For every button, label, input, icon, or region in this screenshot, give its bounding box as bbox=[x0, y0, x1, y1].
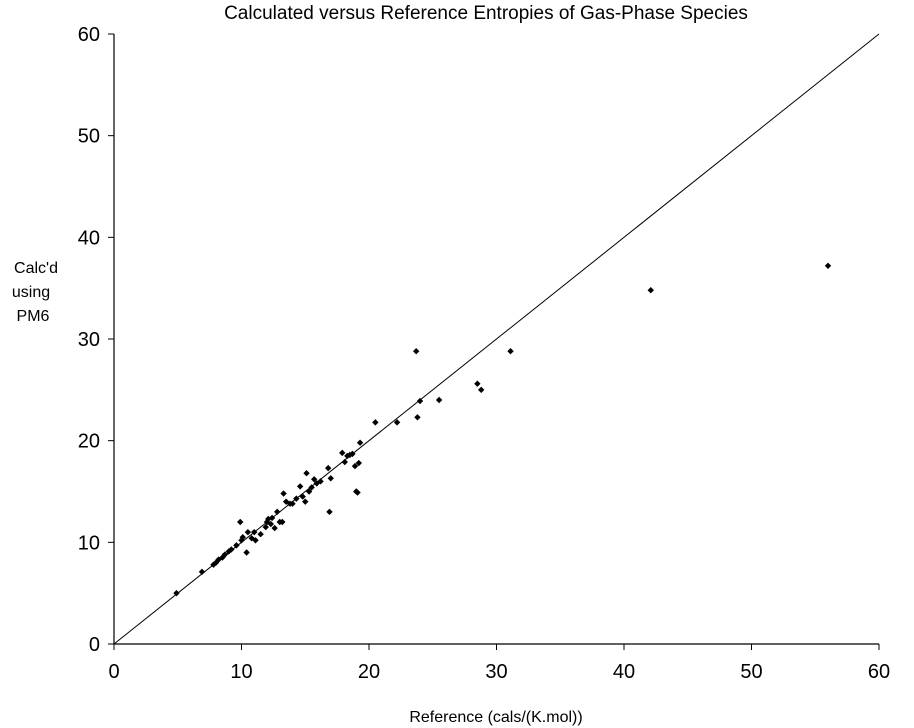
x-axis-label: Reference (cals/(K.mol)) bbox=[409, 709, 582, 726]
data-point bbox=[262, 523, 269, 531]
data-point bbox=[210, 561, 217, 568]
y-tick-label: 10 bbox=[78, 532, 100, 554]
data-point bbox=[225, 548, 232, 555]
data-point bbox=[221, 551, 229, 558]
data-point bbox=[478, 386, 485, 394]
data-point bbox=[267, 520, 275, 528]
data-point bbox=[212, 559, 220, 566]
y-axis-label-line-1: Calc'd bbox=[14, 260, 58, 277]
y-axis-ticks: 0 10 20 30 40 50 60 bbox=[78, 24, 114, 656]
data-point bbox=[265, 515, 272, 523]
data-point bbox=[824, 262, 832, 269]
data-point bbox=[239, 534, 246, 541]
y-tick-label: 30 bbox=[78, 329, 100, 351]
data-point bbox=[308, 484, 315, 491]
data-point bbox=[303, 470, 310, 477]
data-point bbox=[289, 500, 296, 507]
x-tick-label: 60 bbox=[868, 661, 890, 683]
data-point bbox=[351, 462, 359, 470]
data-point bbox=[356, 439, 364, 446]
data-point bbox=[416, 397, 424, 405]
data-point bbox=[393, 419, 401, 426]
y-tick-label: 60 bbox=[78, 24, 100, 46]
x-tick-label: 0 bbox=[108, 661, 119, 683]
data-point bbox=[341, 458, 348, 466]
data-point bbox=[274, 508, 281, 516]
data-point bbox=[435, 396, 443, 404]
data-point bbox=[339, 449, 346, 457]
data-point bbox=[243, 549, 250, 556]
data-point bbox=[271, 524, 278, 532]
data-point bbox=[354, 489, 361, 496]
data-point bbox=[299, 493, 306, 500]
y-tick-label: 50 bbox=[78, 126, 100, 148]
x-tick-label: 30 bbox=[485, 661, 507, 683]
data-point bbox=[219, 554, 226, 561]
data-point bbox=[325, 464, 332, 472]
data-point bbox=[251, 528, 258, 536]
data-point bbox=[228, 546, 235, 553]
data-point bbox=[326, 508, 333, 516]
y-axis-label-line-3: PM6 bbox=[17, 308, 50, 325]
data-point bbox=[296, 483, 304, 490]
y-axis-label-line-2: using bbox=[12, 284, 50, 301]
data-point bbox=[647, 287, 654, 294]
data-point bbox=[293, 495, 300, 502]
data-point bbox=[327, 475, 334, 482]
data-point bbox=[233, 542, 240, 549]
x-tick-label: 20 bbox=[358, 661, 380, 683]
data-point bbox=[412, 348, 420, 355]
data-points bbox=[173, 262, 832, 597]
data-point bbox=[244, 528, 252, 536]
data-point bbox=[302, 498, 309, 505]
data-point bbox=[268, 514, 276, 522]
data-point bbox=[349, 450, 356, 458]
data-point bbox=[507, 348, 514, 355]
data-point bbox=[317, 478, 324, 485]
x-axis-ticks: 0 10 20 30 40 50 60 bbox=[108, 644, 890, 683]
data-point bbox=[355, 459, 362, 467]
x-tick-label: 10 bbox=[230, 661, 252, 683]
data-point bbox=[280, 490, 287, 497]
chart-title: Calculated versus Reference Entropies of… bbox=[224, 3, 748, 24]
data-point bbox=[279, 518, 286, 526]
data-point bbox=[173, 589, 180, 597]
x-tick-label: 50 bbox=[740, 661, 762, 683]
data-point bbox=[310, 476, 318, 483]
y-tick-label: 0 bbox=[89, 634, 100, 656]
data-point bbox=[252, 537, 259, 544]
data-point bbox=[414, 414, 421, 421]
data-point bbox=[257, 531, 264, 538]
x-tick-label: 40 bbox=[613, 661, 635, 683]
data-point bbox=[198, 568, 206, 576]
y-tick-label: 20 bbox=[78, 431, 100, 453]
data-point bbox=[474, 380, 481, 387]
y-tick-label: 40 bbox=[78, 227, 100, 249]
data-point bbox=[248, 535, 255, 542]
data-point bbox=[238, 537, 245, 544]
data-point bbox=[237, 518, 244, 526]
data-point bbox=[305, 488, 313, 495]
data-point bbox=[372, 419, 379, 426]
